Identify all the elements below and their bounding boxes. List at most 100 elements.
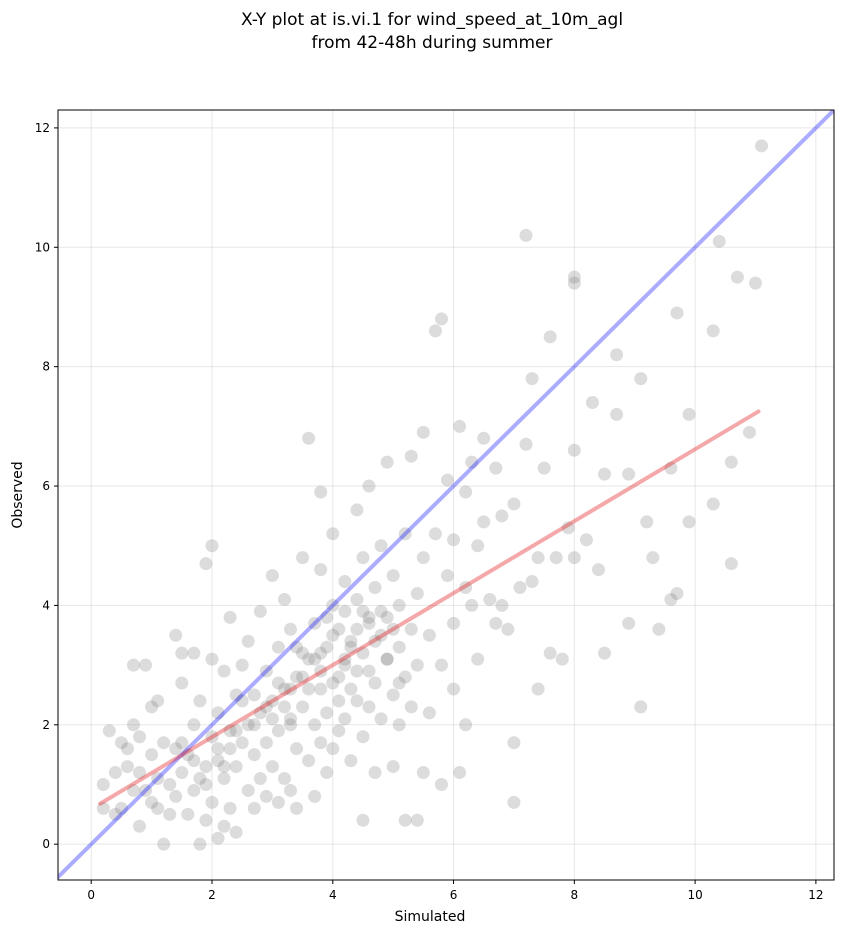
data-point — [682, 515, 696, 529]
data-point — [682, 407, 696, 421]
data-point — [724, 455, 738, 469]
data-point — [362, 700, 376, 714]
data-point — [253, 604, 267, 618]
data-point — [338, 712, 352, 726]
data-point — [441, 473, 455, 487]
data-point — [350, 503, 364, 517]
data-point — [247, 748, 261, 762]
data-point — [730, 270, 744, 284]
data-point — [368, 581, 382, 595]
data-point — [374, 712, 388, 726]
data-point — [398, 813, 412, 827]
data-point — [211, 831, 225, 845]
data-point — [543, 646, 557, 660]
data-point — [187, 646, 201, 660]
x-tick-label: 8 — [571, 888, 579, 902]
data-point — [567, 551, 581, 565]
data-point — [398, 527, 412, 541]
data-point — [157, 736, 171, 750]
data-point — [175, 766, 189, 780]
data-point — [416, 551, 430, 565]
data-point — [471, 652, 485, 666]
data-point — [193, 837, 207, 851]
data-point — [302, 682, 316, 696]
data-point — [114, 736, 128, 750]
data-point — [326, 676, 340, 690]
data-point — [495, 509, 509, 523]
data-point — [290, 742, 304, 756]
data-point — [610, 407, 624, 421]
data-point — [217, 664, 231, 678]
data-point — [205, 730, 219, 744]
data-point — [199, 813, 213, 827]
data-point — [332, 622, 346, 636]
x-tick-label: 4 — [329, 888, 337, 902]
y-tick-label: 12 — [35, 121, 50, 135]
data-point — [181, 807, 195, 821]
data-point — [223, 742, 237, 756]
data-point — [471, 539, 485, 553]
data-point — [356, 646, 370, 660]
data-point — [447, 616, 461, 630]
data-point — [610, 348, 624, 362]
data-point — [398, 670, 412, 684]
data-point — [296, 646, 310, 660]
data-point — [229, 760, 243, 774]
data-point — [259, 664, 273, 678]
data-point — [187, 783, 201, 797]
data-point — [302, 431, 316, 445]
data-point — [205, 652, 219, 666]
data-point — [205, 539, 219, 553]
data-point — [670, 306, 684, 320]
data-point — [265, 760, 279, 774]
data-point — [283, 783, 297, 797]
data-point — [199, 557, 213, 571]
data-point — [314, 485, 328, 499]
data-point — [386, 688, 400, 702]
data-point — [314, 682, 328, 696]
data-point — [193, 694, 207, 708]
data-point — [392, 676, 406, 690]
data-point — [525, 575, 539, 589]
data-point — [712, 234, 726, 248]
data-point — [598, 467, 612, 481]
data-point — [223, 610, 237, 624]
grid — [58, 110, 834, 880]
data-point — [217, 819, 231, 833]
data-point — [338, 575, 352, 589]
data-point — [453, 766, 467, 780]
data-points — [96, 139, 769, 851]
data-point — [314, 563, 328, 577]
y-tick-label: 10 — [35, 240, 50, 254]
data-point — [422, 706, 436, 720]
data-point — [314, 646, 328, 660]
data-point — [126, 783, 140, 797]
data-point — [193, 772, 207, 786]
data-point — [259, 700, 273, 714]
data-point — [235, 658, 249, 672]
data-point — [441, 569, 455, 583]
data-point — [724, 557, 738, 571]
data-point — [308, 789, 322, 803]
data-point — [175, 736, 189, 750]
data-point — [380, 455, 394, 469]
data-point — [332, 724, 346, 738]
data-point — [151, 694, 165, 708]
data-point — [259, 736, 273, 750]
data-point — [338, 658, 352, 672]
data-point — [392, 598, 406, 612]
data-point — [187, 718, 201, 732]
data-point — [229, 825, 243, 839]
data-point — [748, 276, 762, 290]
data-point — [302, 652, 316, 666]
data-point — [96, 777, 110, 791]
data-point — [350, 694, 364, 708]
data-point — [126, 718, 140, 732]
data-point — [253, 772, 267, 786]
data-point — [664, 461, 678, 475]
data-point — [422, 628, 436, 642]
one-to-one-line — [58, 110, 834, 880]
data-point — [447, 682, 461, 696]
data-point — [290, 801, 304, 815]
